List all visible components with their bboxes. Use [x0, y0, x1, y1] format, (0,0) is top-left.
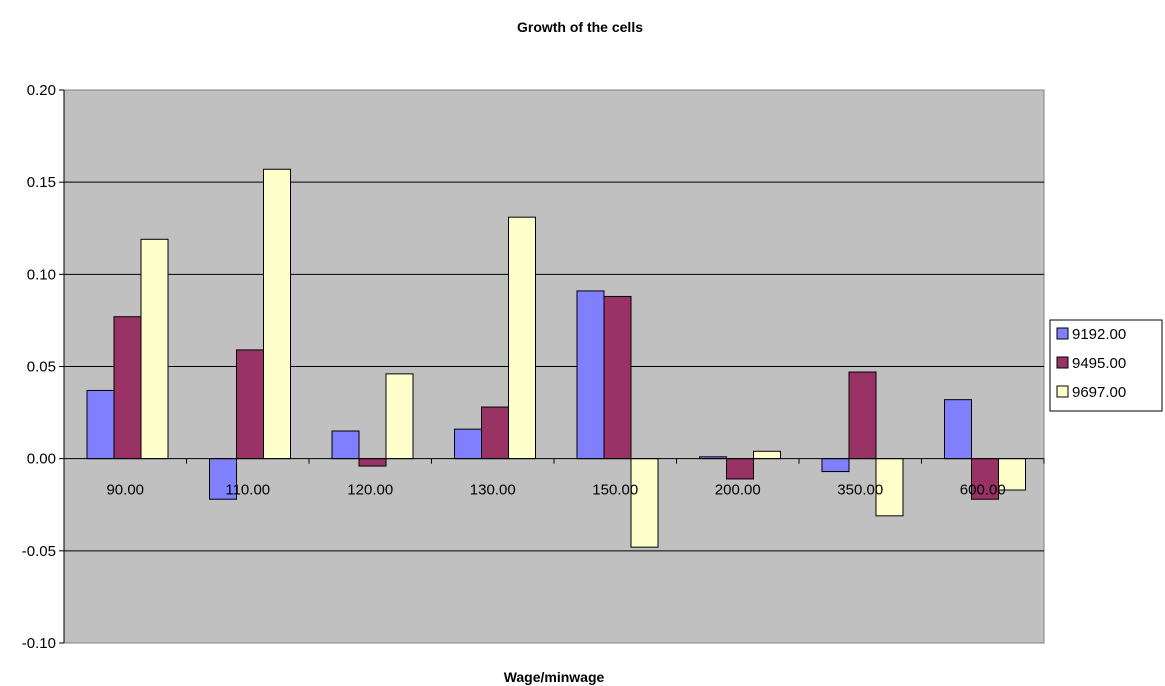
bar-9697.00-150.00 [630, 458, 659, 548]
y-tick-label: 0.00 [27, 451, 56, 468]
legend-label: 9192.00 [1072, 326, 1126, 343]
x-axis [63, 458, 1045, 464]
bar-9697.00-120.00 [385, 373, 414, 460]
y-tick-label: -0.05 [22, 543, 56, 560]
y-tick-label: 0.10 [27, 266, 56, 283]
legend-swatch-9192.00 [1056, 327, 1069, 340]
gridlines [64, 181, 1044, 552]
bar-9192.00-130.00 [454, 428, 482, 460]
x-axis-label: Wage/minwage [504, 669, 605, 685]
legend-swatch-9495.00 [1056, 356, 1069, 369]
bar-9192.00-90.00 [86, 389, 115, 460]
x-tick-label: 90.00 [106, 482, 144, 499]
x-tick-label: 120.00 [347, 482, 393, 499]
bar-9495.00-130.00 [481, 406, 509, 460]
x-tick-label: 200.00 [715, 482, 761, 499]
y-tick-label: 0.05 [27, 359, 56, 376]
y-axis: -0.10 -0.05 0.00 0.05 0.10 0.15 0.20 [22, 82, 65, 652]
bar-9697.00-200.00 [753, 450, 781, 460]
bar-9495.00-110.00 [236, 349, 264, 460]
x-tick-label: 350.00 [837, 482, 883, 499]
y-tick-label: -0.10 [22, 635, 56, 652]
legend-box [1049, 319, 1163, 412]
bar-9192.00-600.00 [944, 399, 972, 460]
bar-9495.00-200.00 [726, 458, 754, 480]
y-tick-label: 0.15 [27, 174, 56, 191]
legend-label: 9495.00 [1072, 355, 1126, 372]
bar-9495.00-90.00 [113, 316, 142, 460]
legend: 9192.00 9495.00 9697.00 [1049, 319, 1163, 412]
x-tick-label: 600.00 [960, 482, 1006, 499]
chart-title: Growth of the cells [517, 19, 643, 35]
bar-9192.00-150.00 [576, 290, 605, 460]
bar-9697.00-600.00 [998, 458, 1026, 491]
bars [86, 168, 1026, 548]
x-tick-label: 110.00 [225, 482, 270, 499]
bar-9697.00-110.00 [263, 168, 291, 460]
x-tick-labels: 90.00 110.00 120.00 130.00 150.00 200.00 350.0… [106, 482, 1005, 499]
y-tick-label: 0.20 [27, 82, 56, 99]
bar-9192.00-350.00 [821, 458, 850, 473]
bar-9495.00-350.00 [848, 371, 877, 460]
x-tick-label: 130.00 [470, 482, 516, 499]
bar-9192.00-120.00 [331, 430, 360, 460]
bar-9495.00-150.00 [603, 295, 632, 460]
legend-swatch-9697.00 [1056, 385, 1069, 398]
x-tick-label: 150.00 [592, 482, 638, 499]
legend-label: 9697.00 [1072, 384, 1126, 401]
bar-9697.00-130.00 [508, 216, 536, 460]
bar-9495.00-120.00 [358, 458, 387, 467]
bar-9697.00-90.00 [140, 238, 169, 460]
bar-9697.00-350.00 [875, 458, 904, 517]
